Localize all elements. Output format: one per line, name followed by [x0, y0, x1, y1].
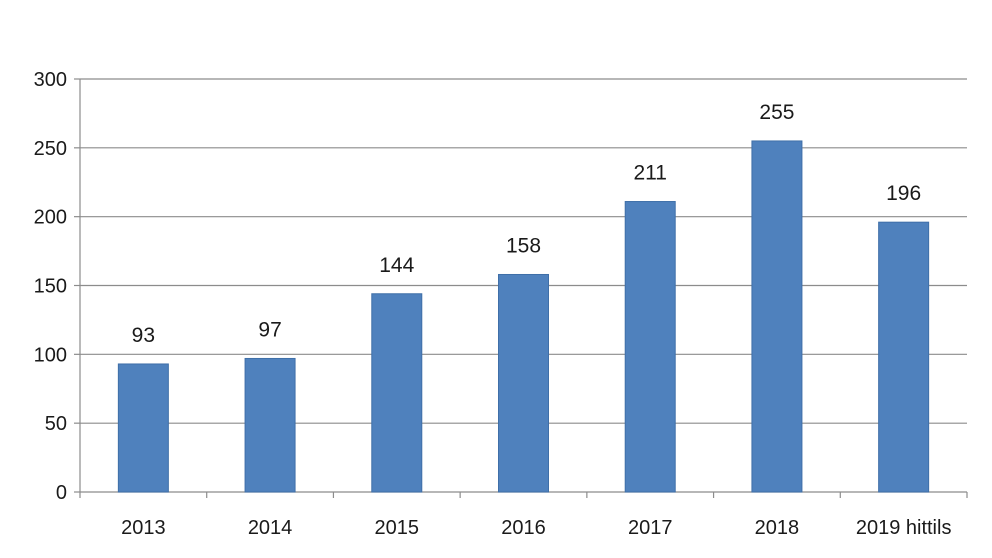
x-tick-label: 2013	[121, 517, 166, 539]
y-tick-label: 200	[34, 207, 67, 229]
data-label: 211	[633, 162, 666, 185]
tick-labels: 0 50 100 150 200 250 300 2013 2014 2015 2016 2017 20…	[34, 69, 952, 539]
bar-2019-hittils	[878, 221, 930, 493]
bar-2015	[371, 293, 423, 493]
x-tick-label: 2016	[501, 517, 546, 539]
x-tick-label: 2019 hittils	[856, 517, 952, 539]
data-label: 97	[258, 318, 281, 341]
data-label: 144	[379, 254, 414, 277]
y-tick-label: 0	[56, 482, 67, 504]
bar-2016	[498, 273, 549, 493]
y-tick-label: 100	[34, 344, 67, 366]
x-tick-label: 2018	[755, 517, 800, 539]
data-label: 93	[132, 324, 155, 347]
y-tick-label: 300	[34, 69, 67, 91]
data-label: 158	[506, 234, 541, 257]
x-tick-label: 2017	[628, 517, 673, 539]
data-label: 255	[759, 101, 794, 124]
x-tick-label: 2015	[375, 517, 420, 539]
bar-2014	[244, 357, 296, 493]
bar-2018	[751, 140, 803, 493]
x-tick-label: 2014	[248, 517, 293, 539]
y-tick-label: 250	[34, 138, 67, 160]
y-tick-label: 150	[34, 276, 67, 298]
data-label: 196	[886, 182, 921, 205]
bars	[117, 140, 930, 493]
data-labels: 93 97 144 158 211 255 196	[132, 101, 921, 347]
y-tick-label: 50	[45, 413, 67, 435]
bar-2013	[117, 363, 169, 493]
bar-2017	[624, 201, 676, 493]
